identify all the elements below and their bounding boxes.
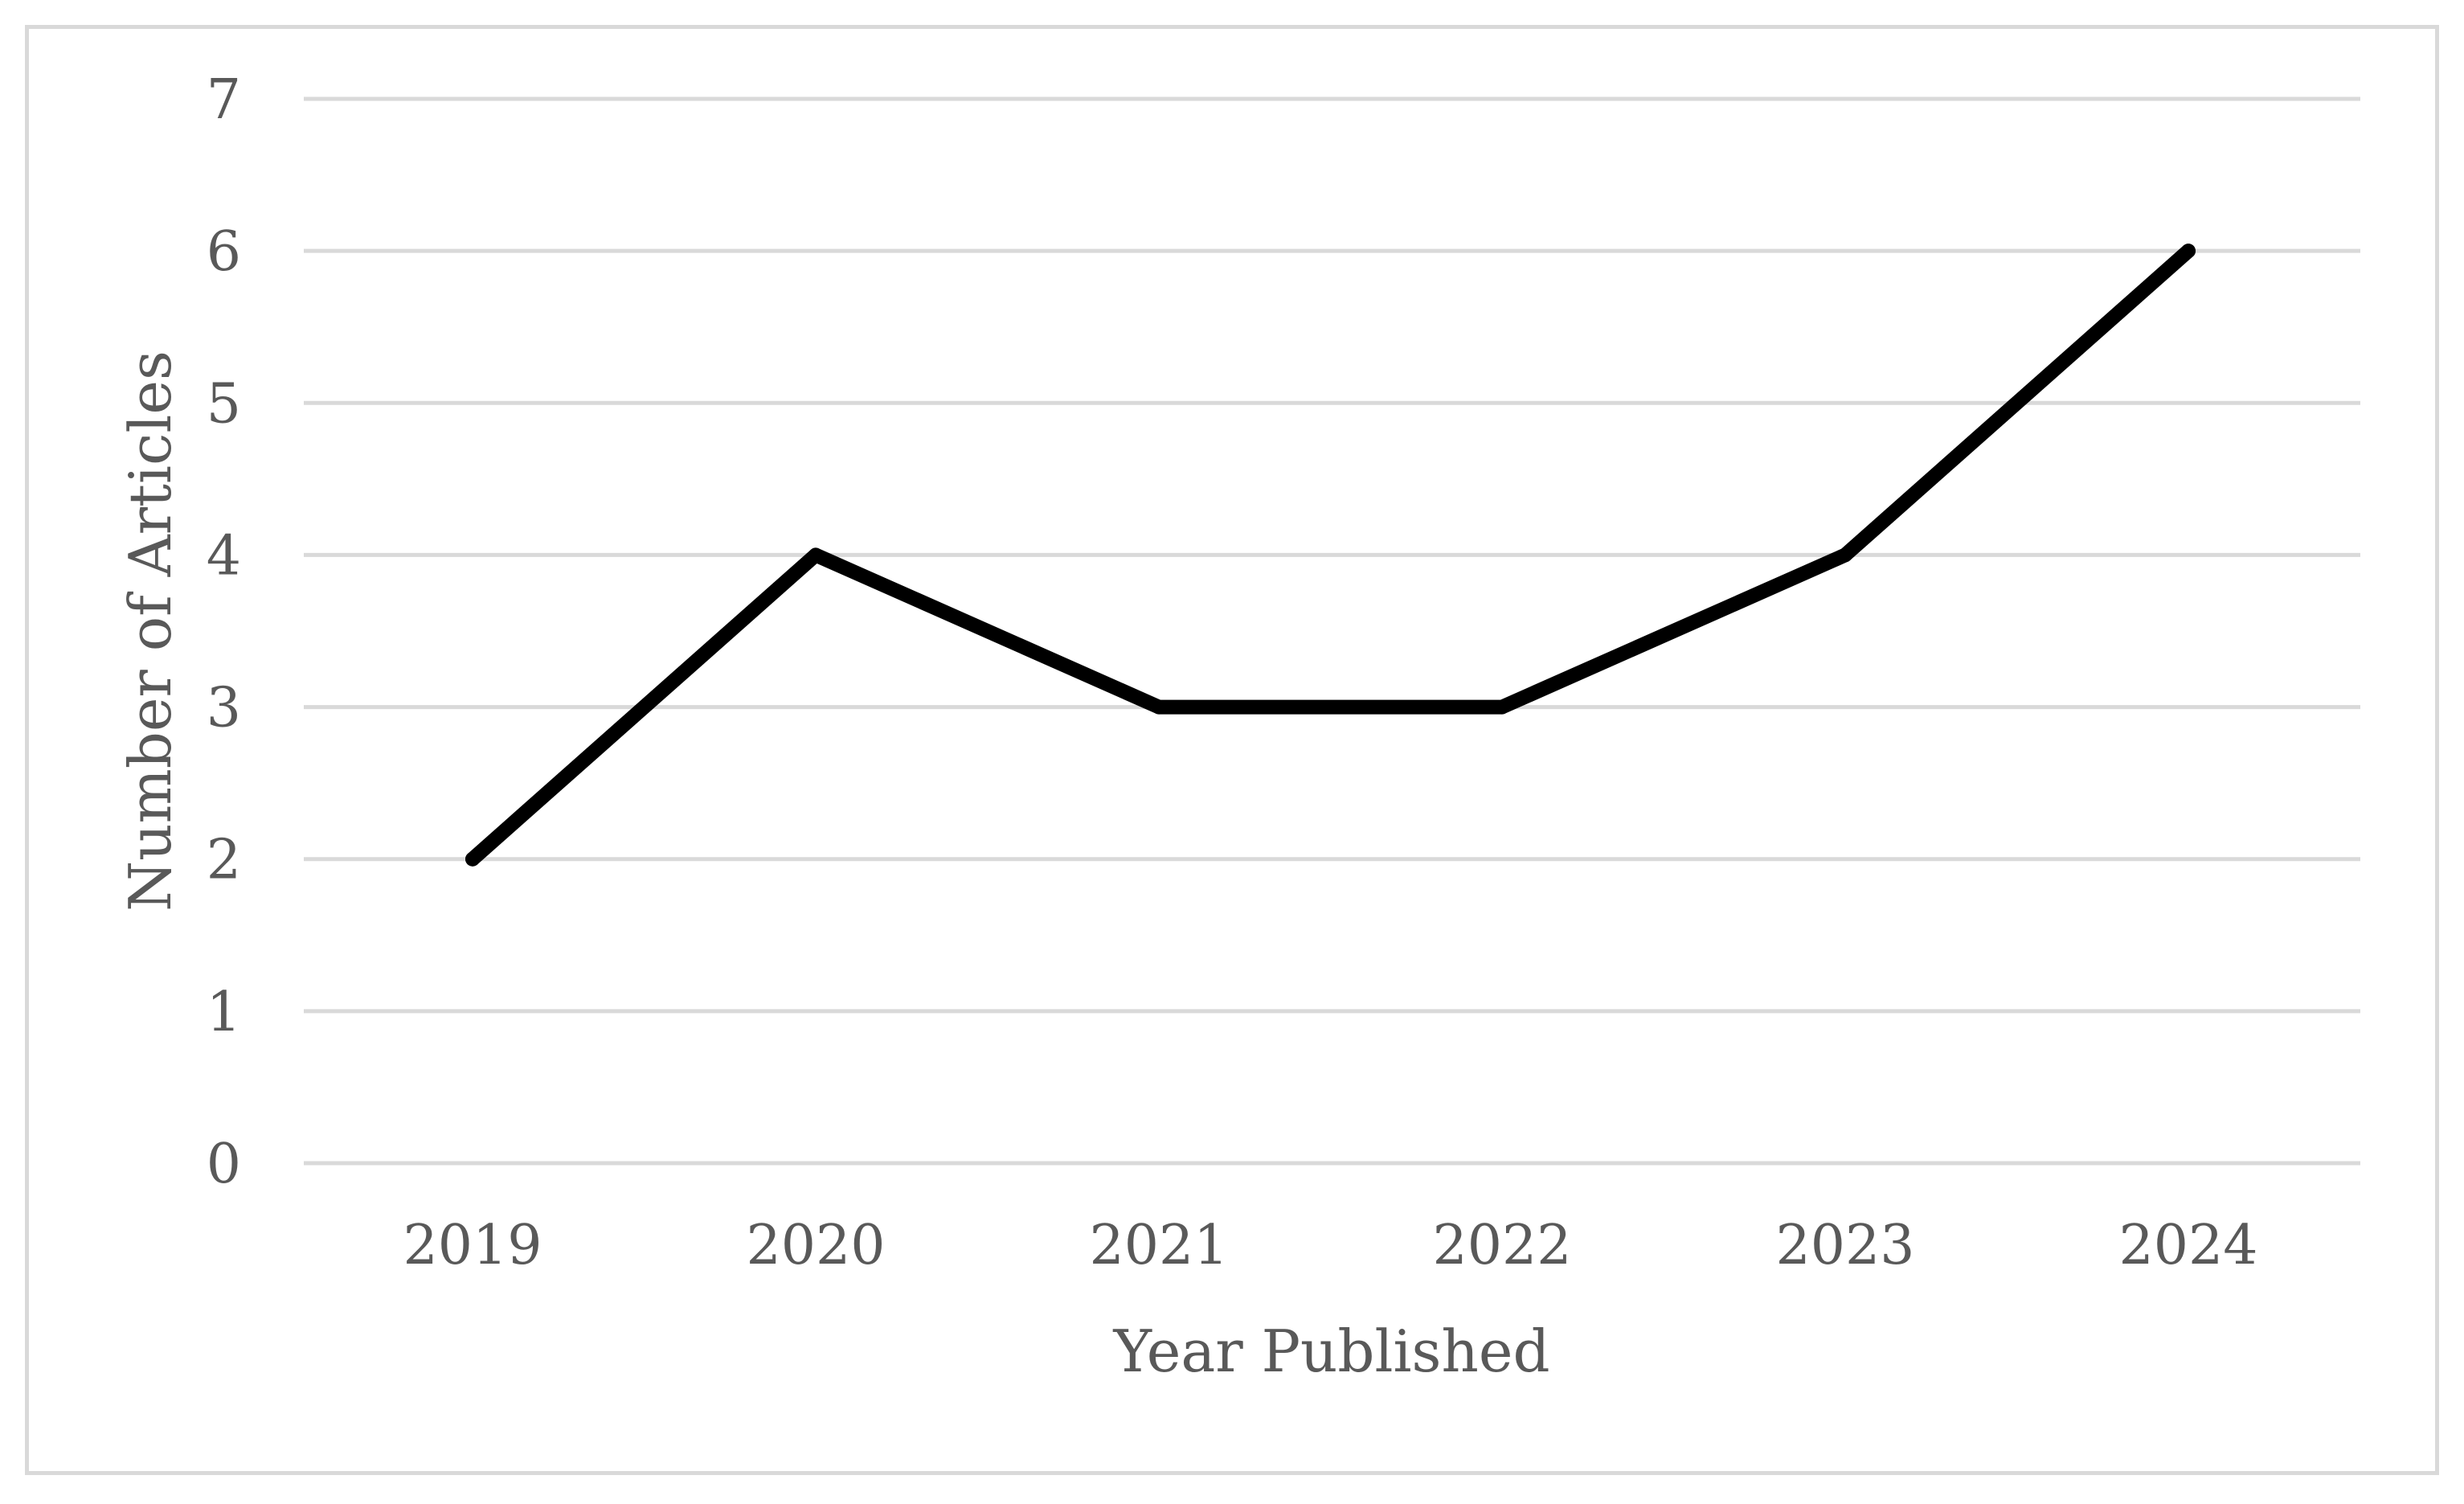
x-tick-label: 2024 [2118,1214,2257,1277]
x-axis-title: Year Published [1112,1318,1549,1385]
x-tick-label: 2019 [403,1214,542,1277]
y-axis-title: Number of Articles [117,350,184,912]
gridlines [304,96,2360,1166]
x-tick-label: 2020 [746,1214,885,1277]
data-point [1838,547,1852,563]
y-tick-label: 4 [207,524,241,588]
y-tick-label: 0 [207,1133,241,1196]
data-point [808,547,823,563]
series-line [465,244,2196,867]
x-axis-ticks: 2019 2020 2021 2022 2023 2024 [403,1214,2257,1277]
y-tick-label: 3 [207,677,241,740]
x-tick-label: 2021 [1089,1214,1228,1277]
x-tick-label: 2023 [1775,1214,1914,1277]
y-tick-label: 1 [207,981,241,1044]
chart-frame [25,25,2439,1475]
x-tick-label: 2022 [1432,1214,1571,1277]
y-axis-ticks: 0 1 2 3 4 5 6 7 [207,68,241,1196]
data-point [1495,699,1509,715]
series-group [465,244,2196,867]
y-tick-label: 5 [207,372,241,436]
y-tick-label: 7 [207,68,241,132]
data-point [1152,699,1166,715]
y-tick-label: 6 [207,220,241,284]
y-tick-label: 2 [207,829,241,892]
data-point [465,851,480,867]
data-point [2181,244,2196,259]
